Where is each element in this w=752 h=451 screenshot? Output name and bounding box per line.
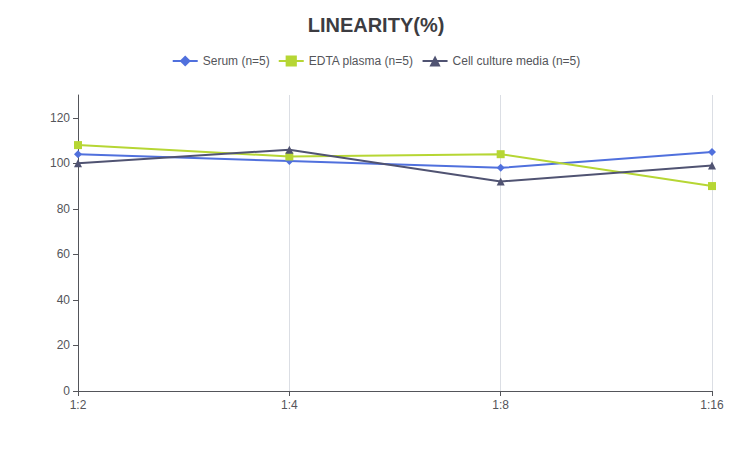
svg-text:Cell culture media (n=5): Cell culture media (n=5) xyxy=(453,54,581,68)
svg-text:100: 100 xyxy=(50,156,70,170)
svg-text:60: 60 xyxy=(57,247,71,261)
svg-text:1:4: 1:4 xyxy=(281,398,298,412)
svg-text:Serum (n=5): Serum (n=5) xyxy=(203,54,270,68)
svg-text:40: 40 xyxy=(57,293,71,307)
svg-text:LINEARITY(%): LINEARITY(%) xyxy=(308,14,445,36)
svg-text:1:8: 1:8 xyxy=(492,398,509,412)
svg-text:20: 20 xyxy=(57,338,71,352)
svg-text:120: 120 xyxy=(50,111,70,125)
svg-text:1:2: 1:2 xyxy=(70,398,87,412)
svg-text:1:16: 1:16 xyxy=(700,398,724,412)
svg-text:80: 80 xyxy=(57,202,71,216)
svg-text:0: 0 xyxy=(63,384,70,398)
svg-text:EDTA plasma (n=5): EDTA plasma (n=5) xyxy=(309,54,413,68)
